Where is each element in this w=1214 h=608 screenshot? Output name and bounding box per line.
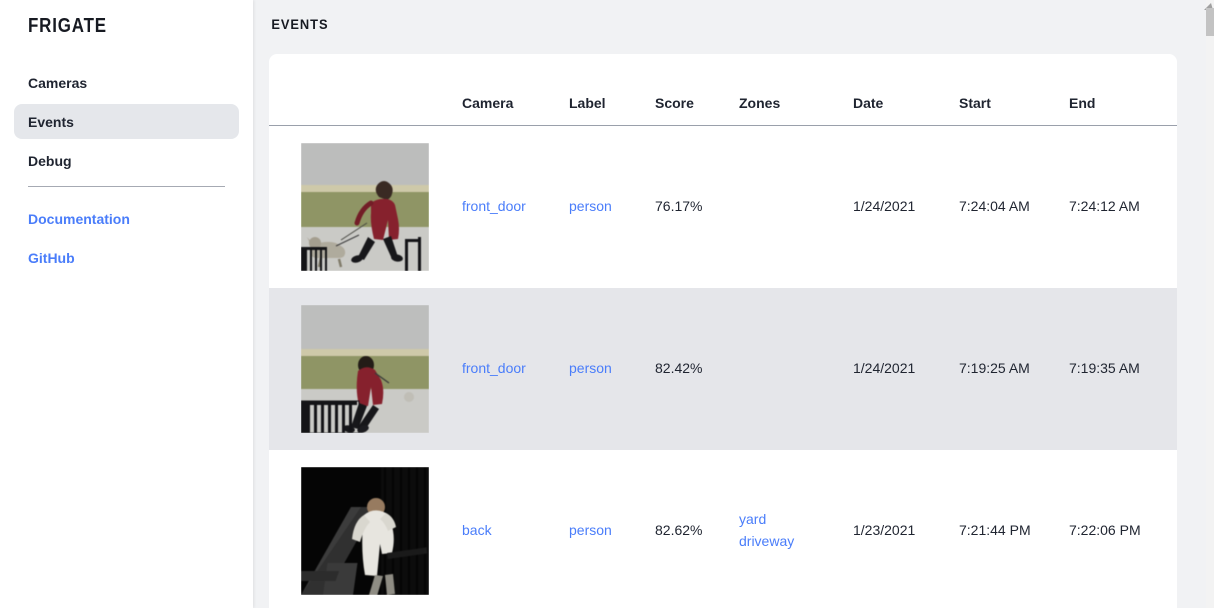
- svg-text:EVENT OF INTEREST: EVENT OF INTEREST: [321, 467, 429, 469]
